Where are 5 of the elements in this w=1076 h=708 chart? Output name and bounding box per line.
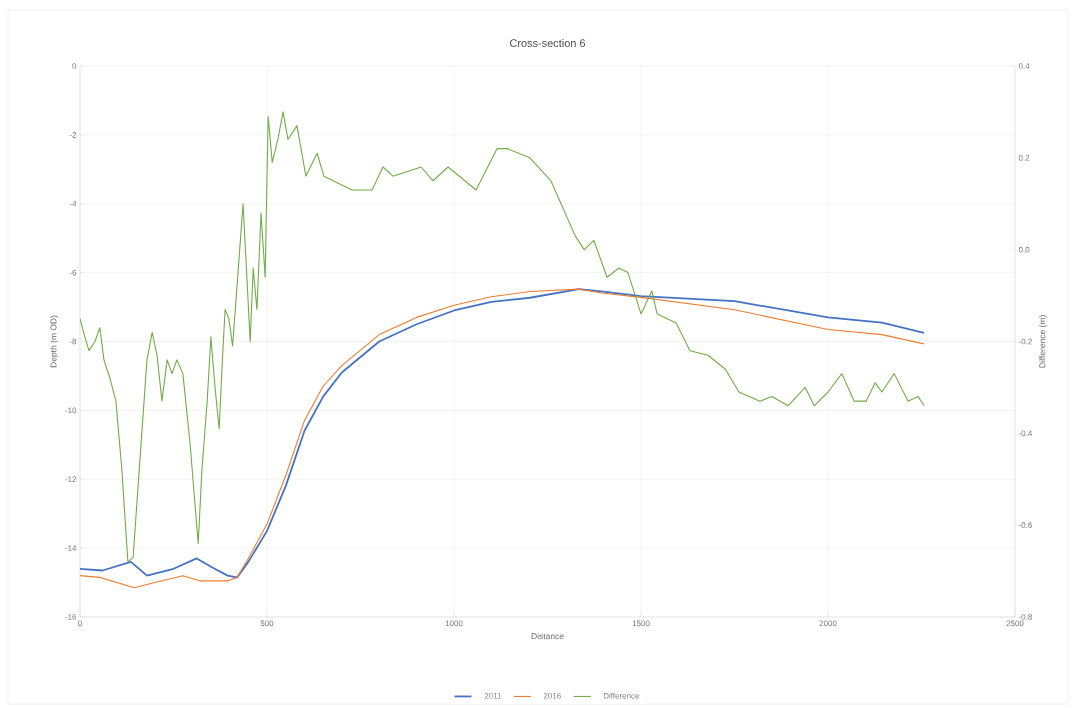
y-axis-title: Depth (m OD) xyxy=(50,315,59,368)
chart-title: Cross-section 6 xyxy=(510,38,586,48)
x-axis-title: Distance xyxy=(531,632,564,640)
y2-axis-title: Difference (m) xyxy=(1039,315,1047,368)
line-series xyxy=(80,111,925,563)
